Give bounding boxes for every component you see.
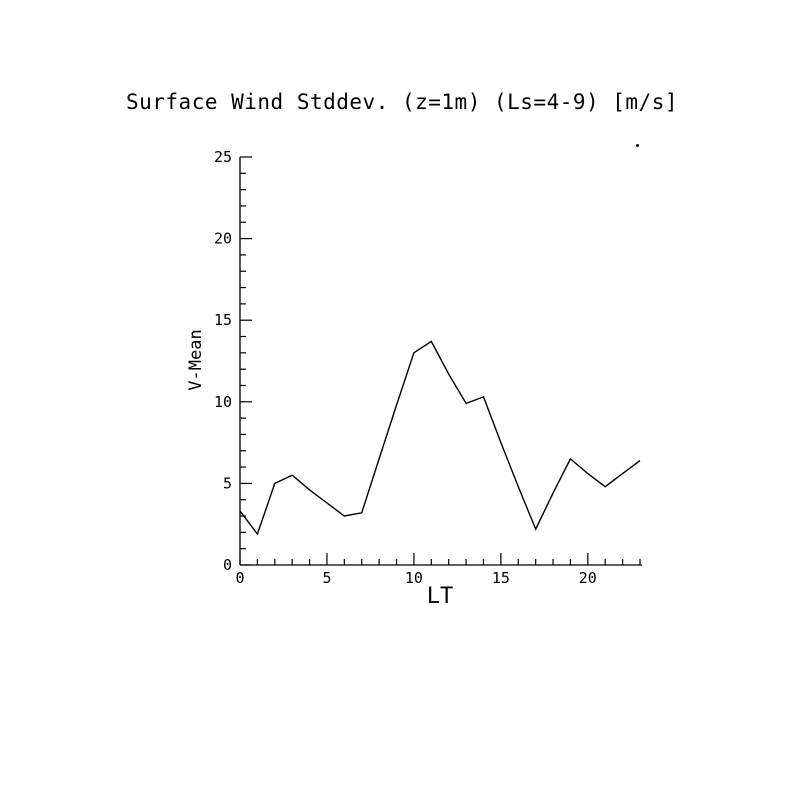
x-tick-label: 5: [322, 569, 331, 587]
y-tick-label: 5: [223, 474, 232, 492]
chart-title: Surface Wind Stddev. (z=1m) (Ls=4-9) [m/…: [125, 90, 678, 114]
stray-dot: [636, 144, 639, 147]
y-axis-label: V-Mean: [186, 329, 206, 391]
x-tick-label: 20: [579, 569, 597, 587]
y-tick-label: 15: [214, 311, 232, 329]
y-tick-label: 10: [214, 393, 232, 411]
y-tick-label: 0: [223, 556, 232, 574]
data-series-line: [239, 340, 641, 536]
x-tick-label: 10: [405, 569, 423, 587]
y-tick-label: 20: [214, 230, 232, 248]
x-axis-label: LT: [426, 584, 454, 609]
x-tick-label: 15: [492, 569, 510, 587]
y-tick-label: 25: [214, 148, 232, 166]
x-tick-label: 0: [235, 569, 244, 587]
